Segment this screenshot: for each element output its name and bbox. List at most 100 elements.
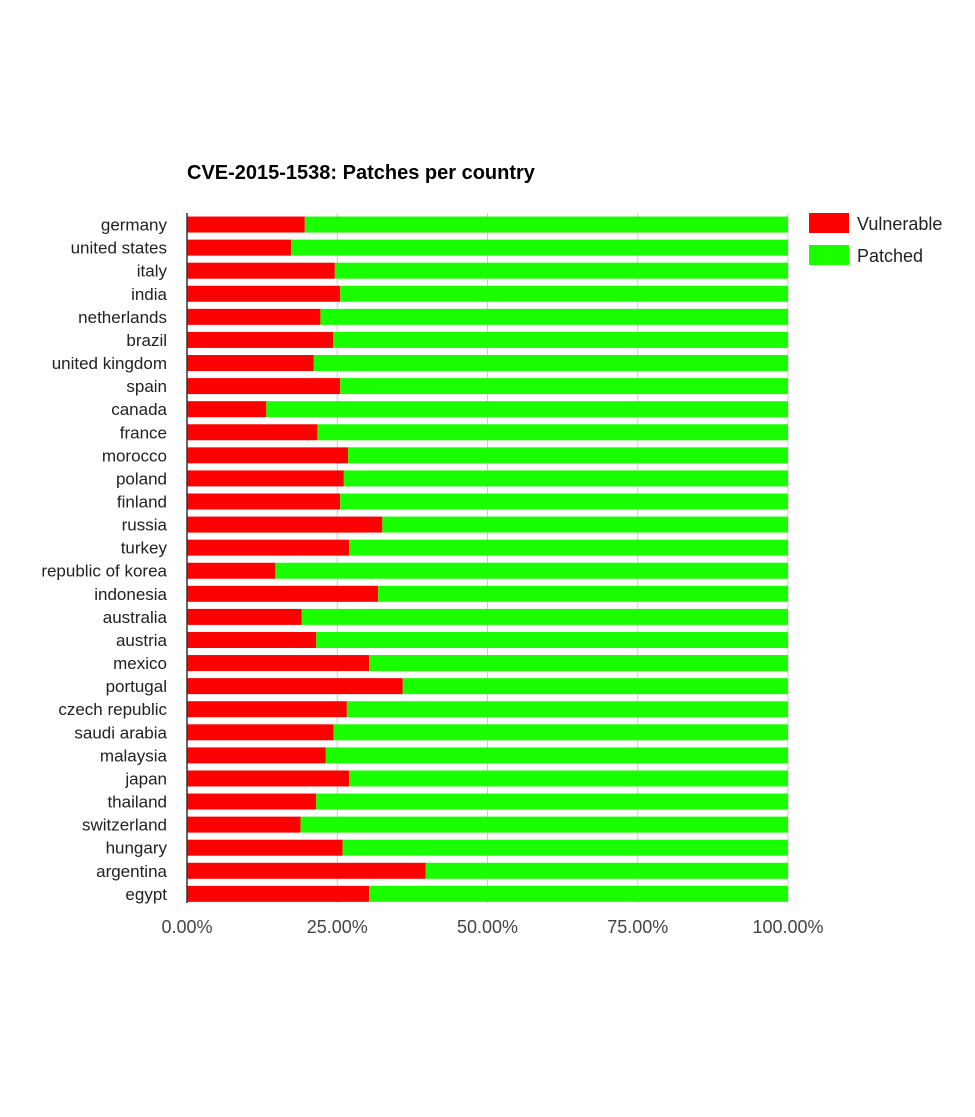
x-tick-label: 25.00% <box>307 917 368 937</box>
category-label: italy <box>137 262 168 281</box>
bar-patched-russia <box>382 516 788 533</box>
bar-patched-argentina <box>425 862 788 879</box>
bar-vulnerable-netherlands <box>187 308 321 325</box>
chart-title: CVE-2015-1538: Patches per country <box>187 162 536 184</box>
bar-vulnerable-australia <box>187 608 302 625</box>
bar-patched-spain <box>340 378 788 395</box>
category-label: hungary <box>106 839 168 858</box>
category-label: germany <box>101 216 168 235</box>
category-label: saudi arabia <box>74 723 167 742</box>
category-label: spain <box>126 377 167 396</box>
bar-vulnerable-argentina <box>187 862 426 879</box>
category-label: thailand <box>107 793 167 812</box>
category-label: united kingdom <box>52 354 167 373</box>
bar-vulnerable-spain <box>187 378 341 395</box>
category-label: switzerland <box>82 816 167 835</box>
bar-vulnerable-egypt <box>187 885 370 902</box>
legend: Vulnerable Patched <box>809 213 942 266</box>
category-label: finland <box>117 493 167 512</box>
category-label: egypt <box>125 885 167 904</box>
bar-vulnerable-indonesia <box>187 585 379 602</box>
category-label: czech republic <box>58 700 167 719</box>
category-label: malaysia <box>100 746 168 765</box>
category-label: japan <box>124 769 167 788</box>
x-axis-ticks: 0.00% 25.00% 50.00% 75.00% 100.00% <box>161 917 823 937</box>
bar-patched-saudi-arabia <box>333 724 788 741</box>
bar-patched-czech-republic <box>346 701 788 718</box>
category-label: republic of korea <box>41 562 167 581</box>
category-labels: germany united states italy india netherland… <box>41 216 167 904</box>
bar-patched-united-states <box>290 239 788 256</box>
bar-patched-morocco <box>348 447 788 464</box>
bar-patched-japan <box>349 770 788 787</box>
bar-vulnerable-portugal <box>187 678 403 695</box>
category-label: australia <box>103 608 168 627</box>
category-label: france <box>120 423 167 442</box>
legend-label-vulnerable: Vulnerable <box>857 214 942 234</box>
category-label: brazil <box>126 331 167 350</box>
bar-patched-united-kingdom <box>313 355 788 372</box>
bar-patched-austria <box>316 631 788 648</box>
bar-patched-malaysia <box>325 747 788 764</box>
x-tick-label: 0.00% <box>161 917 212 937</box>
bar-vulnerable-hungary <box>187 839 343 856</box>
category-label: canada <box>111 400 167 419</box>
bar-patched-poland <box>343 470 788 487</box>
bar-vulnerable-united-kingdom <box>187 355 314 372</box>
bar-patched-india <box>340 285 788 302</box>
category-label: netherlands <box>78 308 167 327</box>
bar-patched-germany <box>304 216 788 233</box>
bar-patched-thailand <box>316 793 788 810</box>
bar-vulnerable-finland <box>187 493 341 510</box>
legend-swatch-vulnerable <box>809 213 849 233</box>
bar-vulnerable-japan <box>187 770 350 787</box>
category-label: turkey <box>121 539 168 558</box>
legend-swatch-patched <box>809 245 849 265</box>
category-label: mexico <box>113 654 167 673</box>
bar-vulnerable-united-states <box>187 239 291 256</box>
bar-vulnerable-czech-republic <box>187 701 347 718</box>
category-label: argentina <box>96 862 167 881</box>
bar-vulnerable-mexico <box>187 655 370 672</box>
category-label: portugal <box>106 677 167 696</box>
bar-vulnerable-russia <box>187 516 383 533</box>
category-label: india <box>131 285 167 304</box>
bar-vulnerable-poland <box>187 470 344 487</box>
category-label: poland <box>116 469 167 488</box>
bar-vulnerable-turkey <box>187 539 350 556</box>
bar-patched-finland <box>340 493 788 510</box>
bar-vulnerable-thailand <box>187 793 317 810</box>
category-label: united states <box>71 239 167 258</box>
bar-patched-indonesia <box>378 585 788 602</box>
legend-label-patched: Patched <box>857 246 923 266</box>
bar-patched-netherlands <box>320 308 788 325</box>
bar-patched-canada <box>266 401 788 418</box>
bar-vulnerable-saudi-arabia <box>187 724 334 741</box>
bar-patched-mexico <box>369 655 788 672</box>
bar-vulnerable-switzerland <box>187 816 301 833</box>
gridlines <box>336 213 789 903</box>
x-tick-label: 75.00% <box>607 917 668 937</box>
bars <box>187 216 788 902</box>
bar-vulnerable-italy <box>187 262 335 279</box>
bar-patched-hungary <box>342 839 788 856</box>
bar-vulnerable-austria <box>187 631 317 648</box>
bar-patched-australia <box>301 608 788 625</box>
category-label: russia <box>122 516 168 535</box>
bar-vulnerable-india <box>187 285 341 302</box>
bar-vulnerable-canada <box>187 401 267 418</box>
category-label: indonesia <box>94 585 167 604</box>
bar-patched-portugal <box>402 678 788 695</box>
category-label: morocco <box>102 446 167 465</box>
x-tick-label: 50.00% <box>457 917 518 937</box>
category-label: austria <box>116 631 168 650</box>
bar-vulnerable-germany <box>187 216 305 233</box>
bar-vulnerable-republic-of-korea <box>187 562 276 579</box>
bar-vulnerable-morocco <box>187 447 349 464</box>
bar-patched-france <box>317 424 788 441</box>
x-tick-label: 100.00% <box>752 917 823 937</box>
bar-vulnerable-brazil <box>187 331 334 348</box>
bar-patched-switzerland <box>300 816 788 833</box>
bar-vulnerable-malaysia <box>187 747 326 764</box>
